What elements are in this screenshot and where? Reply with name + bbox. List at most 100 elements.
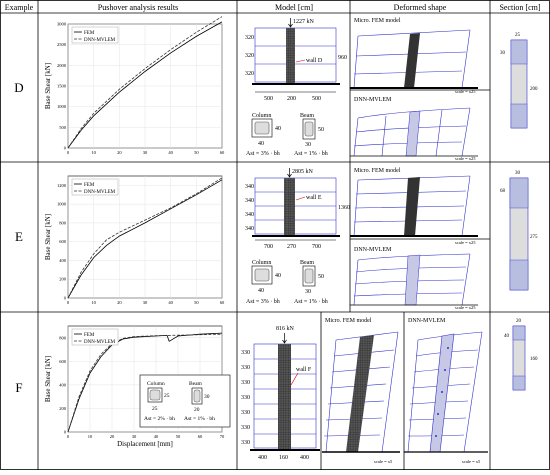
story-height-e-2: 340: [245, 198, 254, 204]
y-tick-label: 0: [64, 296, 67, 301]
legend-fem-label: FEM: [84, 333, 95, 338]
section-e-side: 68: [500, 189, 506, 194]
column-e-dim2: 40: [258, 288, 264, 294]
width-d-1: 500: [264, 96, 273, 102]
story-height-e-1: 340: [245, 184, 254, 190]
width-f-2: 160: [279, 455, 288, 461]
row-labels: D E F: [14, 80, 23, 395]
x-tick-label: 0: [67, 300, 70, 305]
width-d-3: 500: [312, 96, 321, 102]
beam-d-title: Beam: [300, 113, 314, 119]
column-f-title: Column: [147, 381, 165, 387]
x-tick-label: 50: [176, 434, 181, 439]
micro-title-d: Micro. FEM model: [354, 18, 401, 24]
beam-d-ratio: Ast = 1% · bh: [294, 151, 328, 157]
header-row: Example Pushover analysis results Model …: [5, 3, 541, 12]
story-height-d-2: 320: [245, 53, 254, 59]
dnn-title-e: DNN-MVLEM: [354, 247, 392, 253]
header-section: Section [cm]: [499, 3, 540, 12]
load-e: 2805 kN: [292, 169, 314, 175]
scale-d-1: scale = x25: [455, 89, 476, 94]
x-tick-label: 10: [88, 434, 93, 439]
row-label-f: F: [15, 380, 22, 395]
micro-title-e: Micro. FEM model: [354, 168, 401, 174]
y-tick-label: 400: [59, 382, 67, 387]
y-axis-label: Base Shear [kN]: [44, 356, 52, 402]
scale-e-1: scale = x25: [455, 240, 476, 245]
deformed-d: Micro. FEM model DNN-MVLEM scale = x25 s…: [350, 18, 490, 161]
wall-d-label: wall D: [306, 58, 323, 64]
column-d-title: Column: [252, 113, 271, 119]
y-tick-label: 1000: [57, 202, 67, 207]
series-fem-line: [67, 179, 223, 299]
y-axis-label: Base Shear [kN]: [44, 63, 52, 109]
beam-f-dim2: 20: [194, 407, 200, 413]
pushover-chart-d: 3000 2500 2000 1500 1000 500 00 10 20 30 40 50 60 Bas…: [44, 16, 225, 155]
load-arrow-e: [287, 168, 292, 178]
width-e-1: 700: [264, 244, 273, 250]
x-tick-label: 60: [220, 150, 225, 155]
series-dnn-line: [67, 16, 223, 149]
section-f-top: 20: [516, 319, 522, 324]
beam-f-title: Beam: [189, 381, 203, 387]
width-f-1: 400: [258, 455, 267, 461]
x-tick-label: 10: [91, 150, 96, 155]
story-height-f-7: 330: [241, 440, 250, 446]
y-axis-label: Base Shear [kN]: [44, 214, 52, 260]
dnn-wall-d: [405, 110, 421, 157]
legend-dnn-label: DNN-MVLEM: [84, 38, 116, 43]
section-d-side: 30: [500, 51, 506, 56]
column-e-dim1: 40: [275, 273, 281, 279]
column-f-ratio: Ast = 2% · bh: [144, 416, 175, 422]
story-height-e-3: 340: [245, 212, 254, 218]
x-tick-label: 10: [91, 300, 96, 305]
x-tick-label: 30: [143, 150, 148, 155]
y-tick-label: 800: [59, 220, 67, 225]
y-tick-label: 600: [59, 359, 67, 364]
x-tick-label: 0: [67, 150, 70, 155]
model-e: 2805 kN wall E 340 340 340 340 1360 700 …: [245, 168, 350, 305]
wall-d-mesh: [286, 28, 295, 84]
beam-d-dim1: 50: [318, 127, 324, 133]
section-d-top: 25: [515, 33, 521, 38]
load-f: 816 kN: [276, 326, 295, 332]
story-height-f-2: 330: [241, 365, 250, 371]
header-deformed: Deformed shape: [394, 3, 447, 12]
wall-f-mesh: [278, 344, 291, 450]
section-f-len: 160: [530, 357, 538, 362]
column-f-dim2: 25: [152, 406, 158, 412]
x-tick-label: 60: [220, 300, 225, 305]
column-d-dim2: 40: [258, 141, 264, 147]
header-pushover: Pushover analysis results: [98, 3, 178, 12]
legend-fem-label: FEM: [84, 183, 95, 188]
total-height-d: 960: [338, 55, 347, 61]
deformed-e: Micro. FEM model DNN-MVLEM scale = x25 s…: [350, 168, 490, 310]
x-tick-label: 20: [117, 300, 122, 305]
legend: [71, 178, 119, 196]
width-f-3: 400: [300, 455, 309, 461]
scale-e-2: scale = x25: [455, 305, 476, 310]
scale-f-2: scale = x5: [462, 459, 481, 464]
x-tick-label: 50: [194, 150, 199, 155]
y-tick-label: 0: [64, 146, 67, 151]
beam-e-ratio: Ast = 1% · bh: [294, 299, 328, 305]
story-height-d-1: 320: [245, 35, 254, 41]
x-tick-label: 40: [154, 434, 159, 439]
section-f-side: 40: [504, 334, 510, 339]
y-tick-label: 400: [59, 258, 67, 263]
load-arrow-f: [282, 333, 287, 344]
beam-f-ratio: Ast = 1% · bh: [184, 416, 215, 422]
beam-e-dim1: 50: [318, 274, 324, 280]
column-d-dim1: 40: [275, 126, 281, 132]
x-tick-label: 20: [110, 434, 115, 439]
scale-f-1: scale = x5: [374, 459, 393, 464]
beam-e-title: Beam: [300, 260, 314, 266]
x-tick-label: 40: [168, 150, 173, 155]
x-axis-label: Displacement [mm]: [117, 440, 173, 448]
story-height-f-6: 330: [241, 425, 250, 431]
column-f-dim1: 25: [164, 393, 170, 399]
pushover-chart-e: 1200 1000 800 600 400 200 00 10 20 30 40 50 60 Base S…: [44, 175, 225, 305]
x-tick-label: 30: [143, 300, 148, 305]
series-fem-line: [67, 332, 223, 433]
